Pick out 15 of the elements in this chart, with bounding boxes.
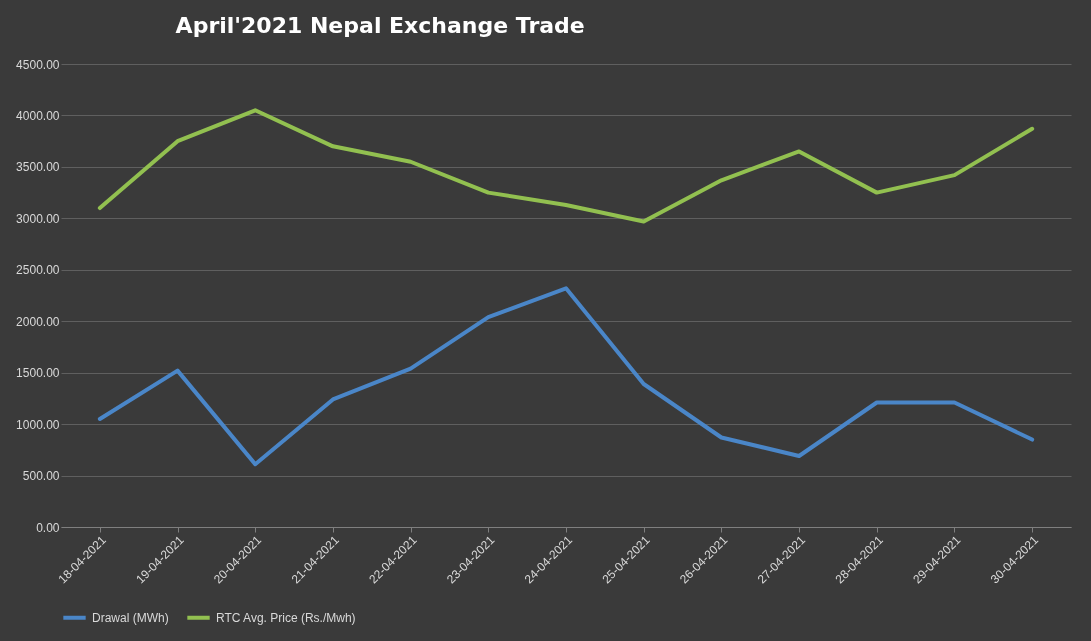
y-tick-label: 4000.00	[16, 108, 60, 123]
y-tick-label: 1500.00	[16, 366, 60, 381]
y-tick-label: 3500.00	[16, 160, 60, 175]
y-tick-label: 4500.00	[16, 57, 60, 72]
y-tick-label: 2500.00	[16, 263, 60, 278]
legend-label: RTC Avg. Price (Rs./Mwh)	[216, 610, 356, 625]
y-tick-label: 3000.00	[16, 211, 60, 226]
line-series	[97, 108, 1035, 224]
chart-title: April'2021 Nepal Exchange Trade	[175, 13, 585, 38]
legend-label: Drawal (MWh)	[92, 610, 169, 625]
line-series	[97, 286, 1035, 467]
y-tick-label: 1000.00	[16, 417, 60, 432]
y-tick-label: 2000.00	[16, 314, 60, 329]
y-tick-label: 0.00	[36, 520, 60, 535]
y-tick-label: 500.00	[22, 469, 60, 484]
